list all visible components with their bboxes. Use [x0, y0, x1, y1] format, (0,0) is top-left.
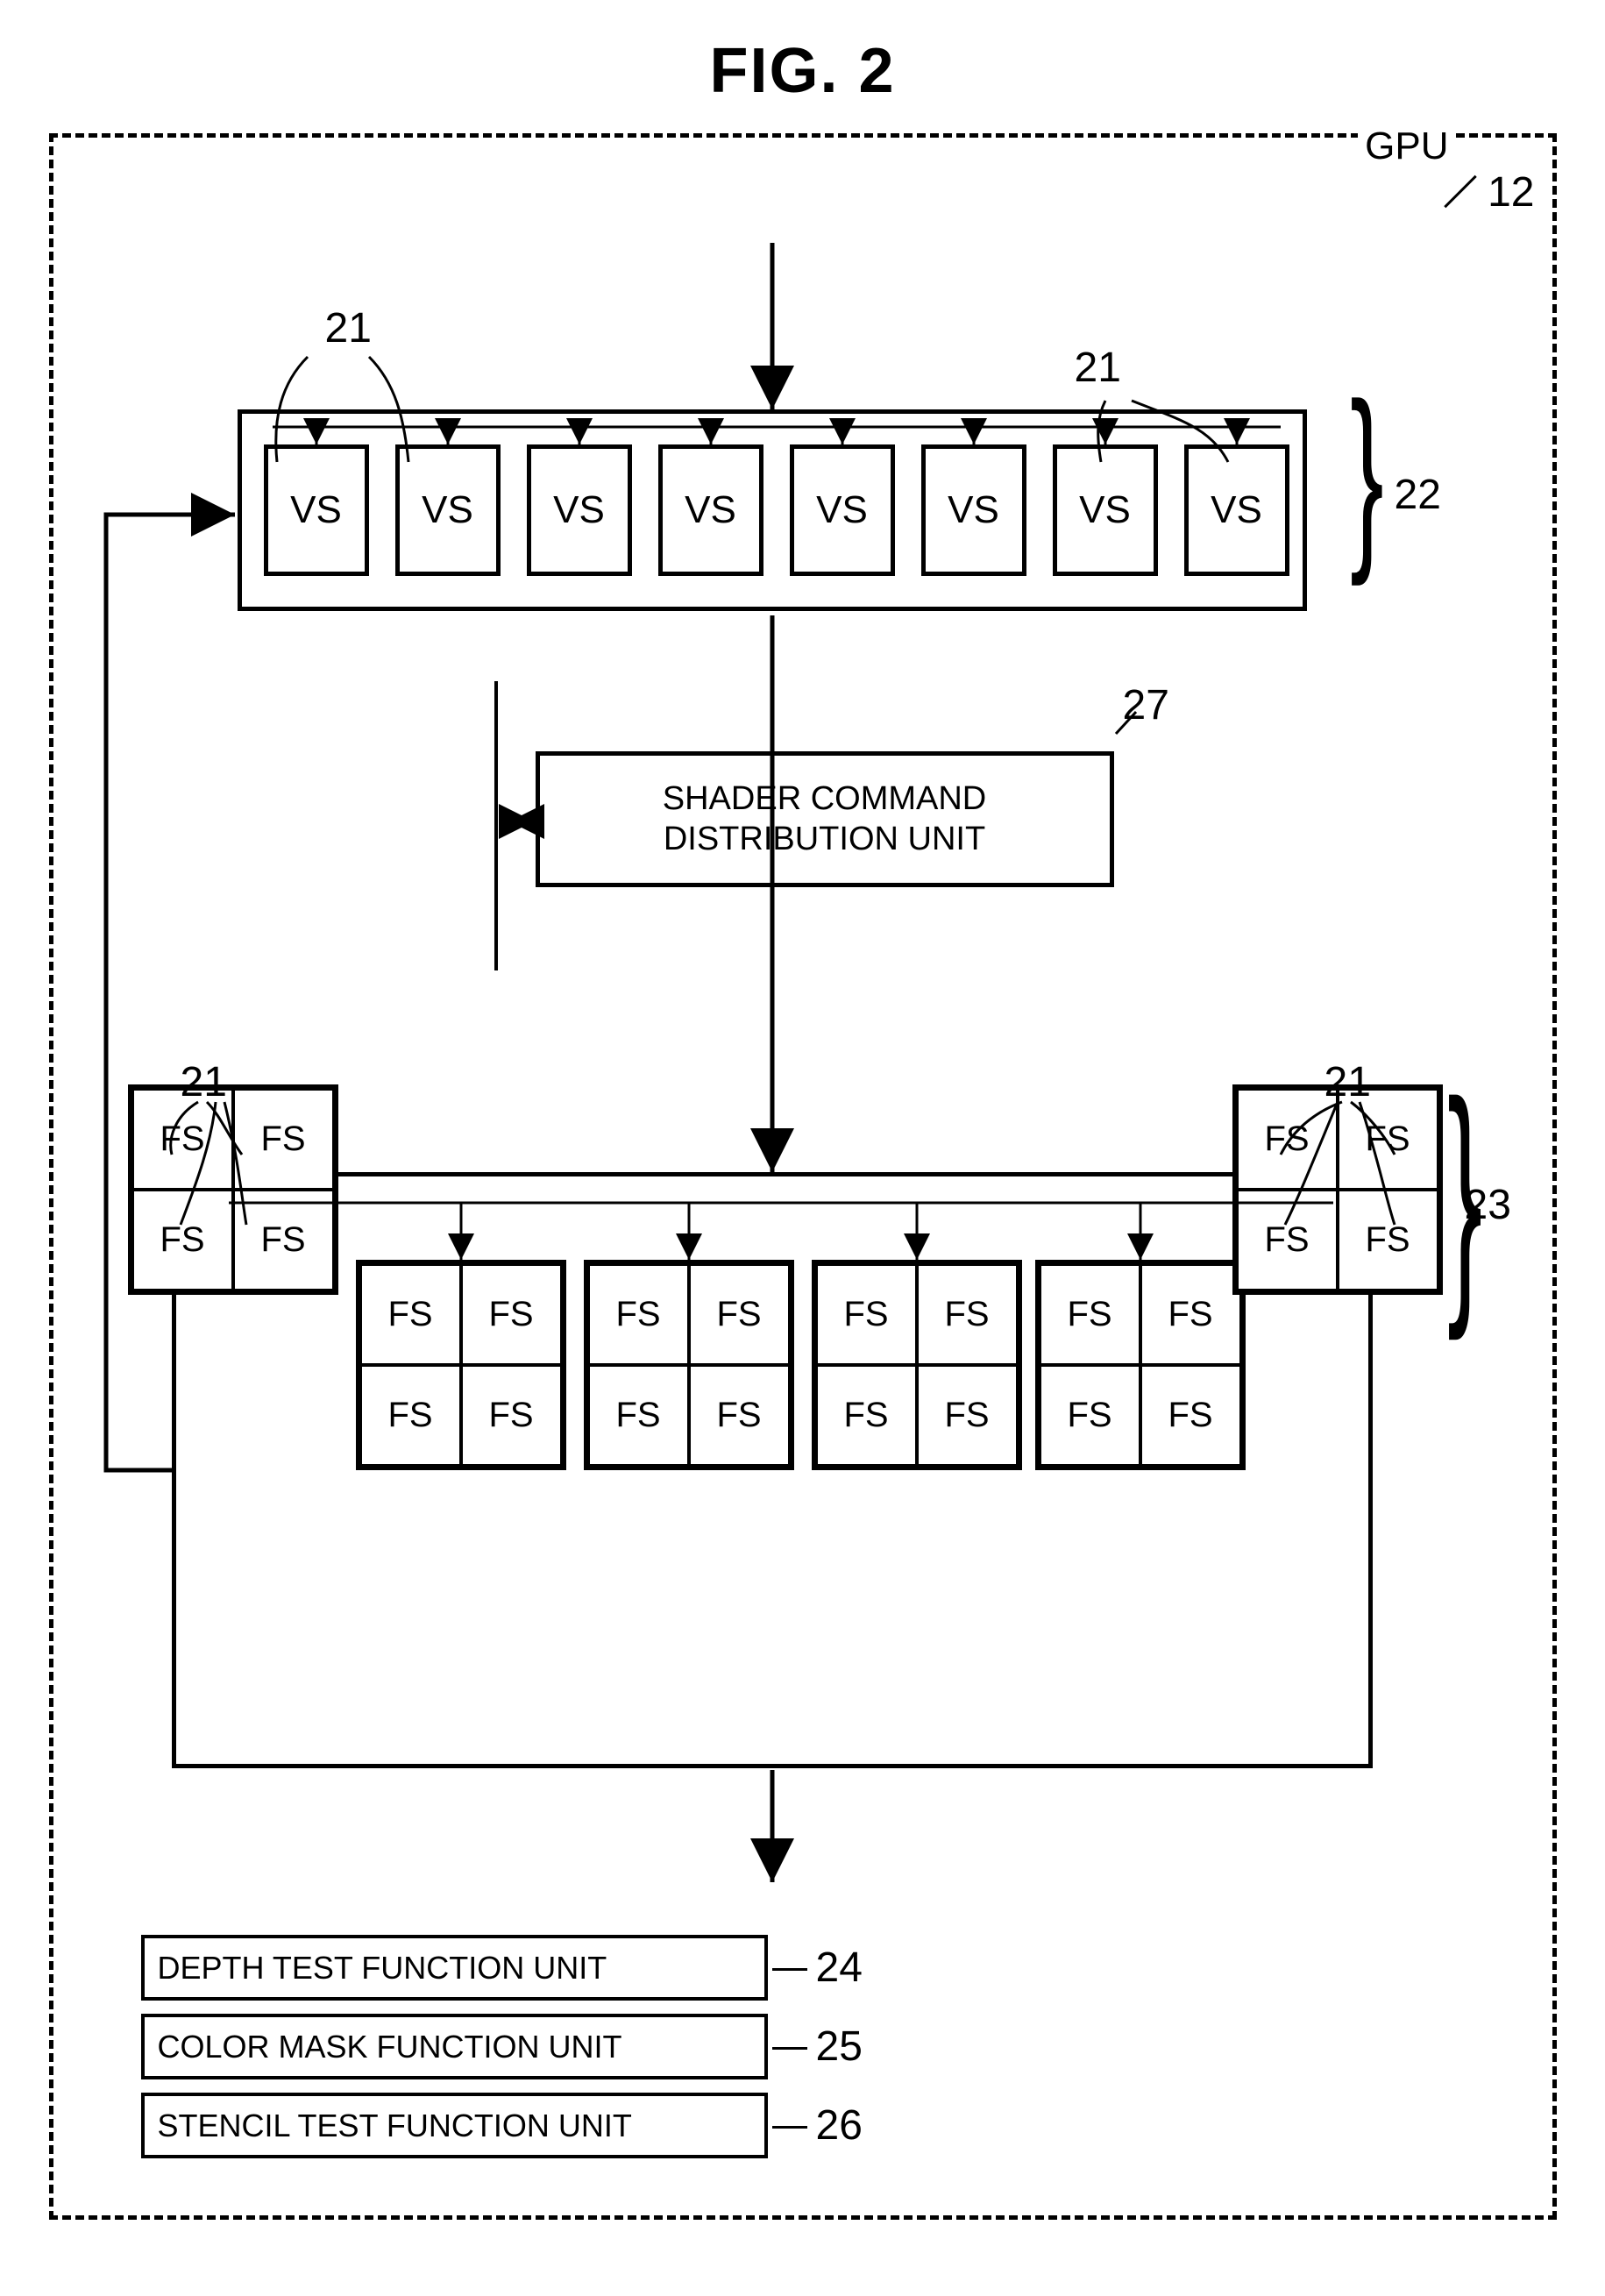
fs-cell: FS: [588, 1264, 689, 1365]
depth-test-unit: DEPTH TEST FUNCTION UNIT: [141, 1935, 768, 2001]
shader-label: SHADER COMMAND DISTRIBUTION UNIT: [663, 779, 986, 859]
figure-title: FIG. 2: [35, 35, 1570, 107]
gpu-label: GPU: [1358, 124, 1455, 168]
fs-cell: FS: [1338, 1190, 1438, 1290]
fs-cell: FS: [1040, 1365, 1140, 1466]
ref-26: 26: [816, 2101, 863, 2150]
ref-24: 24: [816, 1944, 863, 1992]
fs-cell: FS: [1237, 1190, 1338, 1290]
fs-cluster-2: FS FS FS FS: [584, 1260, 794, 1470]
fs-cell: FS: [132, 1190, 233, 1290]
fs-cell: FS: [816, 1365, 917, 1466]
vs-block-6: VS: [1053, 444, 1158, 576]
vs-block-7: VS: [1184, 444, 1289, 576]
fs-cluster-4: FS FS FS FS: [1035, 1260, 1246, 1470]
fs-cluster-0: FS FS FS FS: [128, 1084, 338, 1295]
color-mask-unit: COLOR MASK FUNCTION UNIT: [141, 2014, 768, 2079]
gpu-ref: 12: [1488, 168, 1534, 217]
vs-block-2: VS: [527, 444, 632, 576]
gpu-container: GPU 12 VS VS VS VS VS VS VS VS } 22 21 2…: [49, 133, 1557, 2220]
fs-cell: FS: [1237, 1089, 1338, 1190]
fs-cell: FS: [1040, 1264, 1140, 1365]
fs-cluster-1: FS FS FS FS: [356, 1260, 566, 1470]
ref-25: 25: [816, 2022, 863, 2071]
fs-cluster-3: FS FS FS FS: [812, 1260, 1022, 1470]
shader-command-distribution: SHADER COMMAND DISTRIBUTION UNIT: [536, 751, 1114, 887]
ref-23: 23: [1465, 1181, 1511, 1229]
gpu-ref-line: [1444, 175, 1476, 208]
fs-cell: FS: [233, 1190, 334, 1290]
vs-block-1: VS: [395, 444, 501, 576]
fs-cell: FS: [461, 1264, 562, 1365]
ref-21-bot-right: 21: [1324, 1058, 1371, 1106]
ref-21-bot-left: 21: [181, 1058, 227, 1106]
ref-line-26: [772, 2126, 807, 2129]
fs-cell: FS: [689, 1365, 790, 1466]
fs-cell: FS: [917, 1365, 1018, 1466]
fs-cell: FS: [233, 1089, 334, 1190]
ref-line-25: [772, 2047, 807, 2050]
fs-cell: FS: [689, 1264, 790, 1365]
vs-block-5: VS: [921, 444, 1026, 576]
vs-block-4: VS: [790, 444, 895, 576]
fs-cell: FS: [360, 1365, 461, 1466]
ref-21-top-right: 21: [1075, 344, 1121, 392]
fs-cell: FS: [461, 1365, 562, 1466]
ref-line-24: [772, 1968, 807, 1971]
ref-21-top-left: 21: [325, 304, 372, 352]
fs-cell: FS: [816, 1264, 917, 1365]
ref-27: 27: [1123, 681, 1169, 729]
fs-cluster-5: FS FS FS FS: [1232, 1084, 1443, 1295]
vs-block-3: VS: [658, 444, 763, 576]
fs-cell: FS: [588, 1365, 689, 1466]
fs-cell: FS: [917, 1264, 1018, 1365]
brace-22: }: [1350, 383, 1383, 565]
ref-22: 22: [1395, 471, 1441, 519]
fs-cell: FS: [1140, 1365, 1241, 1466]
fs-cell: FS: [360, 1264, 461, 1365]
vs-block-0: VS: [264, 444, 369, 576]
fs-cell: FS: [1140, 1264, 1241, 1365]
stencil-test-unit: STENCIL TEST FUNCTION UNIT: [141, 2093, 768, 2158]
